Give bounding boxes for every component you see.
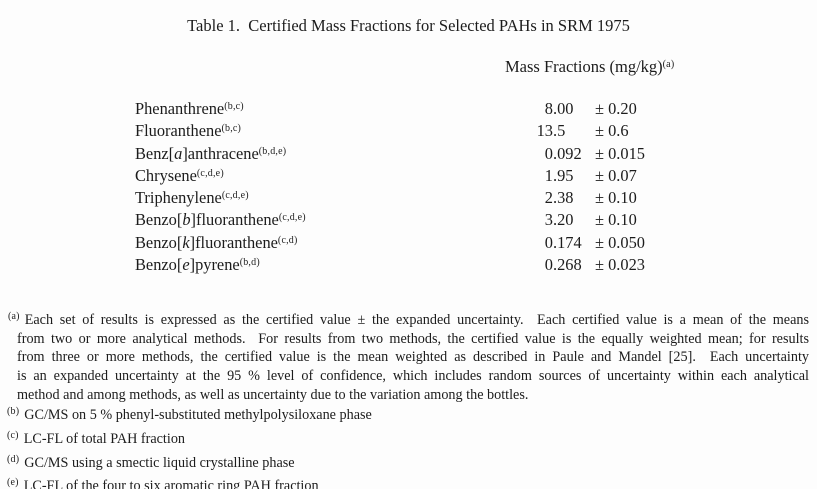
compound-prefix: Benzo[ — [135, 210, 183, 230]
compound-name: Benzo[b]fluoranthene(c,d,e) — [135, 210, 523, 230]
value-integer: 3 — [544, 210, 553, 230]
compound-name: Phenanthrene(b,c) — [135, 99, 523, 119]
uncertainty-value: ± 0.10 — [595, 188, 637, 208]
footnote-ref: (b,d) — [239, 257, 260, 269]
uncertainty-value: ± 0.6 — [595, 121, 629, 141]
compound-suffix: ]pyrene — [189, 255, 240, 275]
footnote-a-line: is an expanded uncertainty at the 95 % l… — [17, 368, 809, 385]
compound-name: Chrysene(c,d,e) — [135, 166, 523, 186]
footnote-ref: (c,d,e) — [221, 190, 249, 202]
value-integer: 1 — [544, 165, 553, 185]
table-row: Phenanthrene(b,c) 8.00 ± 0.20 — [135, 99, 755, 121]
footnote-ref: (c,d,e) — [278, 212, 306, 224]
table-row: Chrysene(c,d,e) 1.95 ± 0.07 — [135, 166, 755, 188]
value-fraction: .5 — [553, 121, 566, 141]
column-header-label: Mass Fractions (mg/kg) — [505, 57, 663, 76]
table-row: Benz[a]anthracene(b,d,e) 0.092 ± 0.015 — [135, 144, 755, 166]
compound-italic-letter: e — [182, 255, 190, 275]
footnote-a-marker: (a) — [8, 311, 20, 322]
compound-prefix: Triphenylene — [135, 188, 222, 208]
compound-name: Benz[a]anthracene(b,d,e) — [135, 144, 523, 164]
table-row: Benzo[e]pyrene(b,d) 0.268 ± 0.023 — [135, 255, 755, 277]
value-fraction: .092 — [553, 143, 582, 163]
footnote-b: (b) GC/MS on 5 % phenyl-substituted methy… — [7, 402, 807, 426]
column-header-footnote-ref: (a) — [662, 59, 675, 70]
table-row: Fluoranthene(b,c) 13.5 ± 0.6 — [135, 121, 755, 143]
footnote-b-text: GC/MS on 5 % phenyl-substituted methylpo… — [24, 407, 372, 423]
data-table: Phenanthrene(b,c) 8.00 ± 0.20 Fluoranthe… — [135, 99, 755, 277]
compound-italic-letter: b — [182, 210, 191, 230]
uncertainty-value: ± 0.10 — [595, 210, 637, 230]
compound-suffix: ]anthracene — [182, 143, 259, 163]
table-title: Table 1. Certified Mass Fractions for Se… — [187, 16, 630, 35]
footnote-a-text: Each set of results is expressed as the … — [24, 312, 809, 328]
value-fraction: .00 — [553, 99, 574, 118]
value-fraction: .38 — [553, 188, 574, 208]
footnote-list: (b) GC/MS on 5 % phenyl-substituted methy… — [7, 402, 807, 489]
footnote-a-line: from two or more analytical methods. For… — [17, 330, 809, 347]
footnote-a: (a) Each set of results is expressed as t… — [8, 308, 809, 405]
footnote-a-line: method and among methods, as well as unc… — [17, 386, 529, 403]
footnote-c-text: LC-FL of total PAH fraction — [23, 430, 186, 447]
value-integer: 2 — [544, 188, 553, 208]
uncertainty-value: ± 0.050 — [595, 232, 645, 252]
footnote-ref: (c,d) — [277, 234, 298, 246]
compound-prefix: Fluoranthene — [135, 121, 222, 141]
compound-name: Fluoranthene(b,c) — [135, 121, 523, 141]
value-fraction: .20 — [553, 210, 574, 230]
table-row: Benzo[b]fluoranthene(c,d,e) 3.20 ± 0.10 — [135, 210, 755, 232]
footnote-e-text: LC-FL of the four to six aromatic ring P… — [23, 478, 319, 489]
footnote-ref: (b,d,e) — [258, 145, 287, 157]
compound-prefix: Benzo[ — [135, 255, 183, 275]
value-integer: 0 — [544, 143, 553, 163]
compound-name: Benzo[k]fluoranthene(c,d) — [135, 233, 523, 253]
footnote-b-marker: (b) — [7, 406, 20, 417]
value-fraction: .95 — [553, 165, 574, 185]
compound-prefix: Chrysene — [135, 165, 197, 185]
compound-prefix: Phenanthrene — [135, 99, 225, 118]
column-header: Mass Fractions (mg/kg)(a) — [505, 57, 674, 77]
compound-prefix: Benzo[ — [135, 232, 183, 252]
footnote-ref: (b,c) — [221, 123, 242, 135]
compound-prefix: Benz[ — [135, 143, 175, 163]
footnote-ref: (b,c) — [224, 101, 244, 112]
uncertainty-value: ± 0.015 — [595, 143, 645, 163]
footnote-ref: (c,d,e) — [196, 167, 224, 179]
value-integer: 13 — [536, 121, 553, 141]
value-fraction: .174 — [553, 232, 582, 252]
footnote-c-marker: (c) — [7, 429, 19, 441]
uncertainty-value: ± 0.20 — [595, 99, 637, 118]
compound-italic-letter: a — [174, 143, 183, 163]
footnote-d-text: GC/MS using a smectic liquid crystalline… — [24, 454, 295, 471]
footnote-e-marker: (e) — [7, 477, 19, 489]
footnote-d: (d) GC/MS using a smectic liquid crystall… — [7, 450, 807, 474]
compound-name: Benzo[e]pyrene(b,d) — [135, 255, 523, 275]
table-row: Benzo[k]fluoranthene(c,d) 0.174 ± 0.050 — [135, 233, 755, 255]
footnote-a-line: (a) Each set of results is expressed as t… — [8, 308, 809, 330]
footnote-c: (c) LC-FL of total PAH fraction — [7, 426, 807, 450]
footnote-a-line: from three or more methods, the certifie… — [17, 349, 809, 366]
value-integer: 8 — [544, 99, 553, 118]
value-integer: 0 — [544, 255, 553, 275]
compound-suffix: ]fluoranthene — [189, 232, 278, 252]
footnote-d-marker: (d) — [7, 453, 20, 465]
value-integer: 0 — [544, 232, 553, 252]
footnote-e: (e) LC-FL of the four to six aromatic rin… — [7, 473, 807, 489]
uncertainty-value: ± 0.07 — [595, 165, 637, 185]
table-row: Triphenylene(c,d,e) 2.38 ± 0.10 — [135, 188, 755, 210]
value-fraction: .268 — [553, 255, 582, 275]
uncertainty-value: ± 0.023 — [595, 255, 645, 275]
compound-name: Triphenylene(c,d,e) — [135, 188, 523, 208]
compound-italic-letter: k — [182, 232, 190, 252]
compound-suffix: ]fluoranthene — [190, 210, 279, 230]
